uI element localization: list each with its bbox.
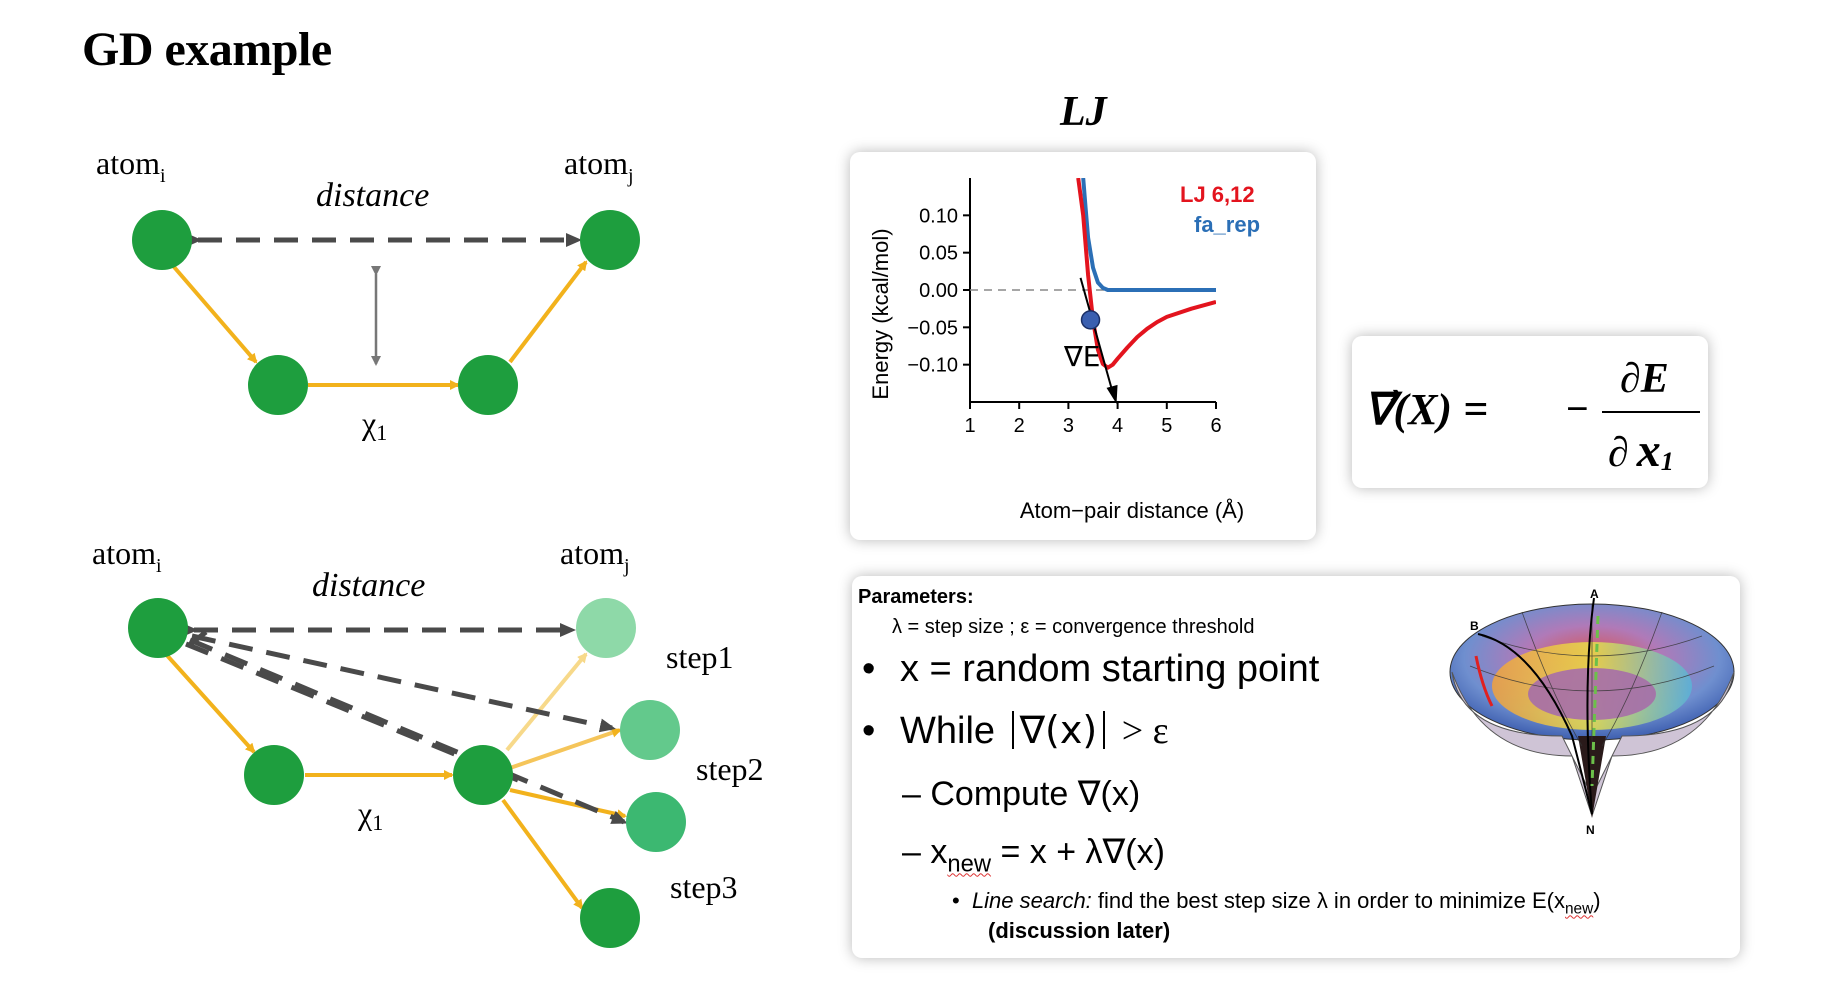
legend-farep: fa_rep bbox=[1194, 212, 1260, 237]
series-line-fa-rep bbox=[1081, 178, 1216, 292]
bullet-random-start: • x = random starting point bbox=[862, 648, 1320, 690]
formula-lhs: ∇⃗(X) = bbox=[1364, 385, 1488, 434]
bottom-distance-arrows bbox=[182, 623, 628, 825]
surface-label-a: A bbox=[1590, 587, 1599, 601]
top-atom-i bbox=[132, 210, 192, 270]
top-atom-3 bbox=[458, 355, 518, 415]
gradient-point bbox=[1080, 310, 1101, 330]
y-tick-label: −0.10 bbox=[907, 355, 958, 377]
gradient-formula-panel: ∇⃗(X) = − ∂E ∂ x1 bbox=[1352, 336, 1708, 488]
bottom-atom-3 bbox=[453, 745, 513, 805]
top-atom-j-label: atomj bbox=[564, 145, 634, 187]
bottom-distance-label: distance bbox=[312, 567, 425, 604]
step3-label: step3 bbox=[670, 869, 738, 905]
y-tick-label: −0.05 bbox=[907, 317, 958, 339]
sub-update-step: – xnew = x + λ∇(x) bbox=[902, 833, 1165, 878]
formula-minus: − bbox=[1566, 386, 1589, 431]
formula-denominator: ∂ x1 bbox=[1608, 424, 1674, 477]
energy-surface-illustration: A B N bbox=[1449, 587, 1735, 837]
y-tick-label: 0.00 bbox=[919, 280, 958, 302]
x-tick-label: 5 bbox=[1161, 415, 1172, 437]
x-tick-label: 4 bbox=[1112, 415, 1123, 437]
top-atom-2 bbox=[248, 355, 308, 415]
parameters-heading: Parameters: bbox=[858, 586, 974, 608]
step1-atom bbox=[576, 598, 636, 658]
step3-atom bbox=[626, 792, 686, 852]
x-tick-label: 3 bbox=[1063, 415, 1074, 437]
gradient-formula: ∇⃗(X) = − ∂E ∂ x1 bbox=[1364, 356, 1700, 477]
x-tick-label: 6 bbox=[1210, 415, 1221, 437]
gradient-arrowhead bbox=[1106, 384, 1118, 404]
step2-label: step2 bbox=[696, 751, 764, 787]
lj-title: LJ bbox=[1060, 89, 1107, 135]
top-distance-label: distance bbox=[316, 177, 429, 214]
bottom-atom-i bbox=[128, 598, 188, 658]
surface-label-n: N bbox=[1586, 823, 1595, 837]
final-atom bbox=[580, 888, 640, 948]
sub-line-search: • Line search: find the best step size λ… bbox=[952, 888, 1601, 918]
step2-atom bbox=[620, 700, 680, 760]
x-axis-label: Atom−pair distance (Å) bbox=[1020, 498, 1244, 523]
formula-numerator: ∂E bbox=[1620, 356, 1669, 402]
series-line-lj-6-12 bbox=[1076, 178, 1216, 370]
slide-title: GD example bbox=[82, 23, 332, 76]
bottom-atom-2 bbox=[244, 745, 304, 805]
top-chi-label: χ1 bbox=[361, 405, 387, 445]
atom-diagrams: atomi atomj distance χ1 atomi atomj d bbox=[92, 145, 764, 948]
top-atom-i-label: atomi bbox=[96, 145, 166, 187]
step1-label: step1 bbox=[666, 639, 734, 675]
y-axis-label: Energy (kcal/mol) bbox=[868, 228, 893, 399]
parameters-line: λ = step size ; ε = convergence threshol… bbox=[892, 616, 1255, 638]
surface-label-b: B bbox=[1470, 619, 1479, 633]
bottom-atom-j-label: atomj bbox=[560, 535, 630, 577]
bottom-chi-label: χ1 bbox=[357, 795, 383, 835]
sub-compute-gradient: – Compute ∇(x) bbox=[902, 775, 1141, 813]
x-tick-label: 2 bbox=[1014, 415, 1025, 437]
bullet-while-loop: • While ∇(x) > ε bbox=[862, 708, 1169, 752]
legend-lj: LJ 6,12 bbox=[1180, 182, 1255, 207]
bottom-atom-i-label: atomi bbox=[92, 535, 162, 577]
y-tick-label: 0.10 bbox=[919, 205, 958, 227]
bottom-bonds bbox=[162, 650, 627, 910]
y-tick-label: 0.05 bbox=[919, 243, 958, 265]
lj-chart-panel: 1 2 3 4 5 6 0.10 0.05 0.00 −0.05 −0.10 LJ 6,12 fa_… bbox=[850, 152, 1316, 540]
gradient-annotation: ∇E bbox=[1063, 340, 1100, 373]
gradient-arrow bbox=[1079, 277, 1114, 393]
sub-discussion-later: (discussion later) bbox=[988, 918, 1171, 943]
lj-chart: 1 2 3 4 5 6 0.10 0.05 0.00 −0.05 −0.10 LJ 6,12 fa_… bbox=[868, 178, 1260, 523]
algorithm-panel: Parameters: λ = step size ; ε = converge… bbox=[852, 576, 1740, 958]
top-bonds bbox=[166, 258, 588, 390]
x-tick-label: 1 bbox=[964, 415, 975, 437]
top-atom-j bbox=[580, 210, 640, 270]
